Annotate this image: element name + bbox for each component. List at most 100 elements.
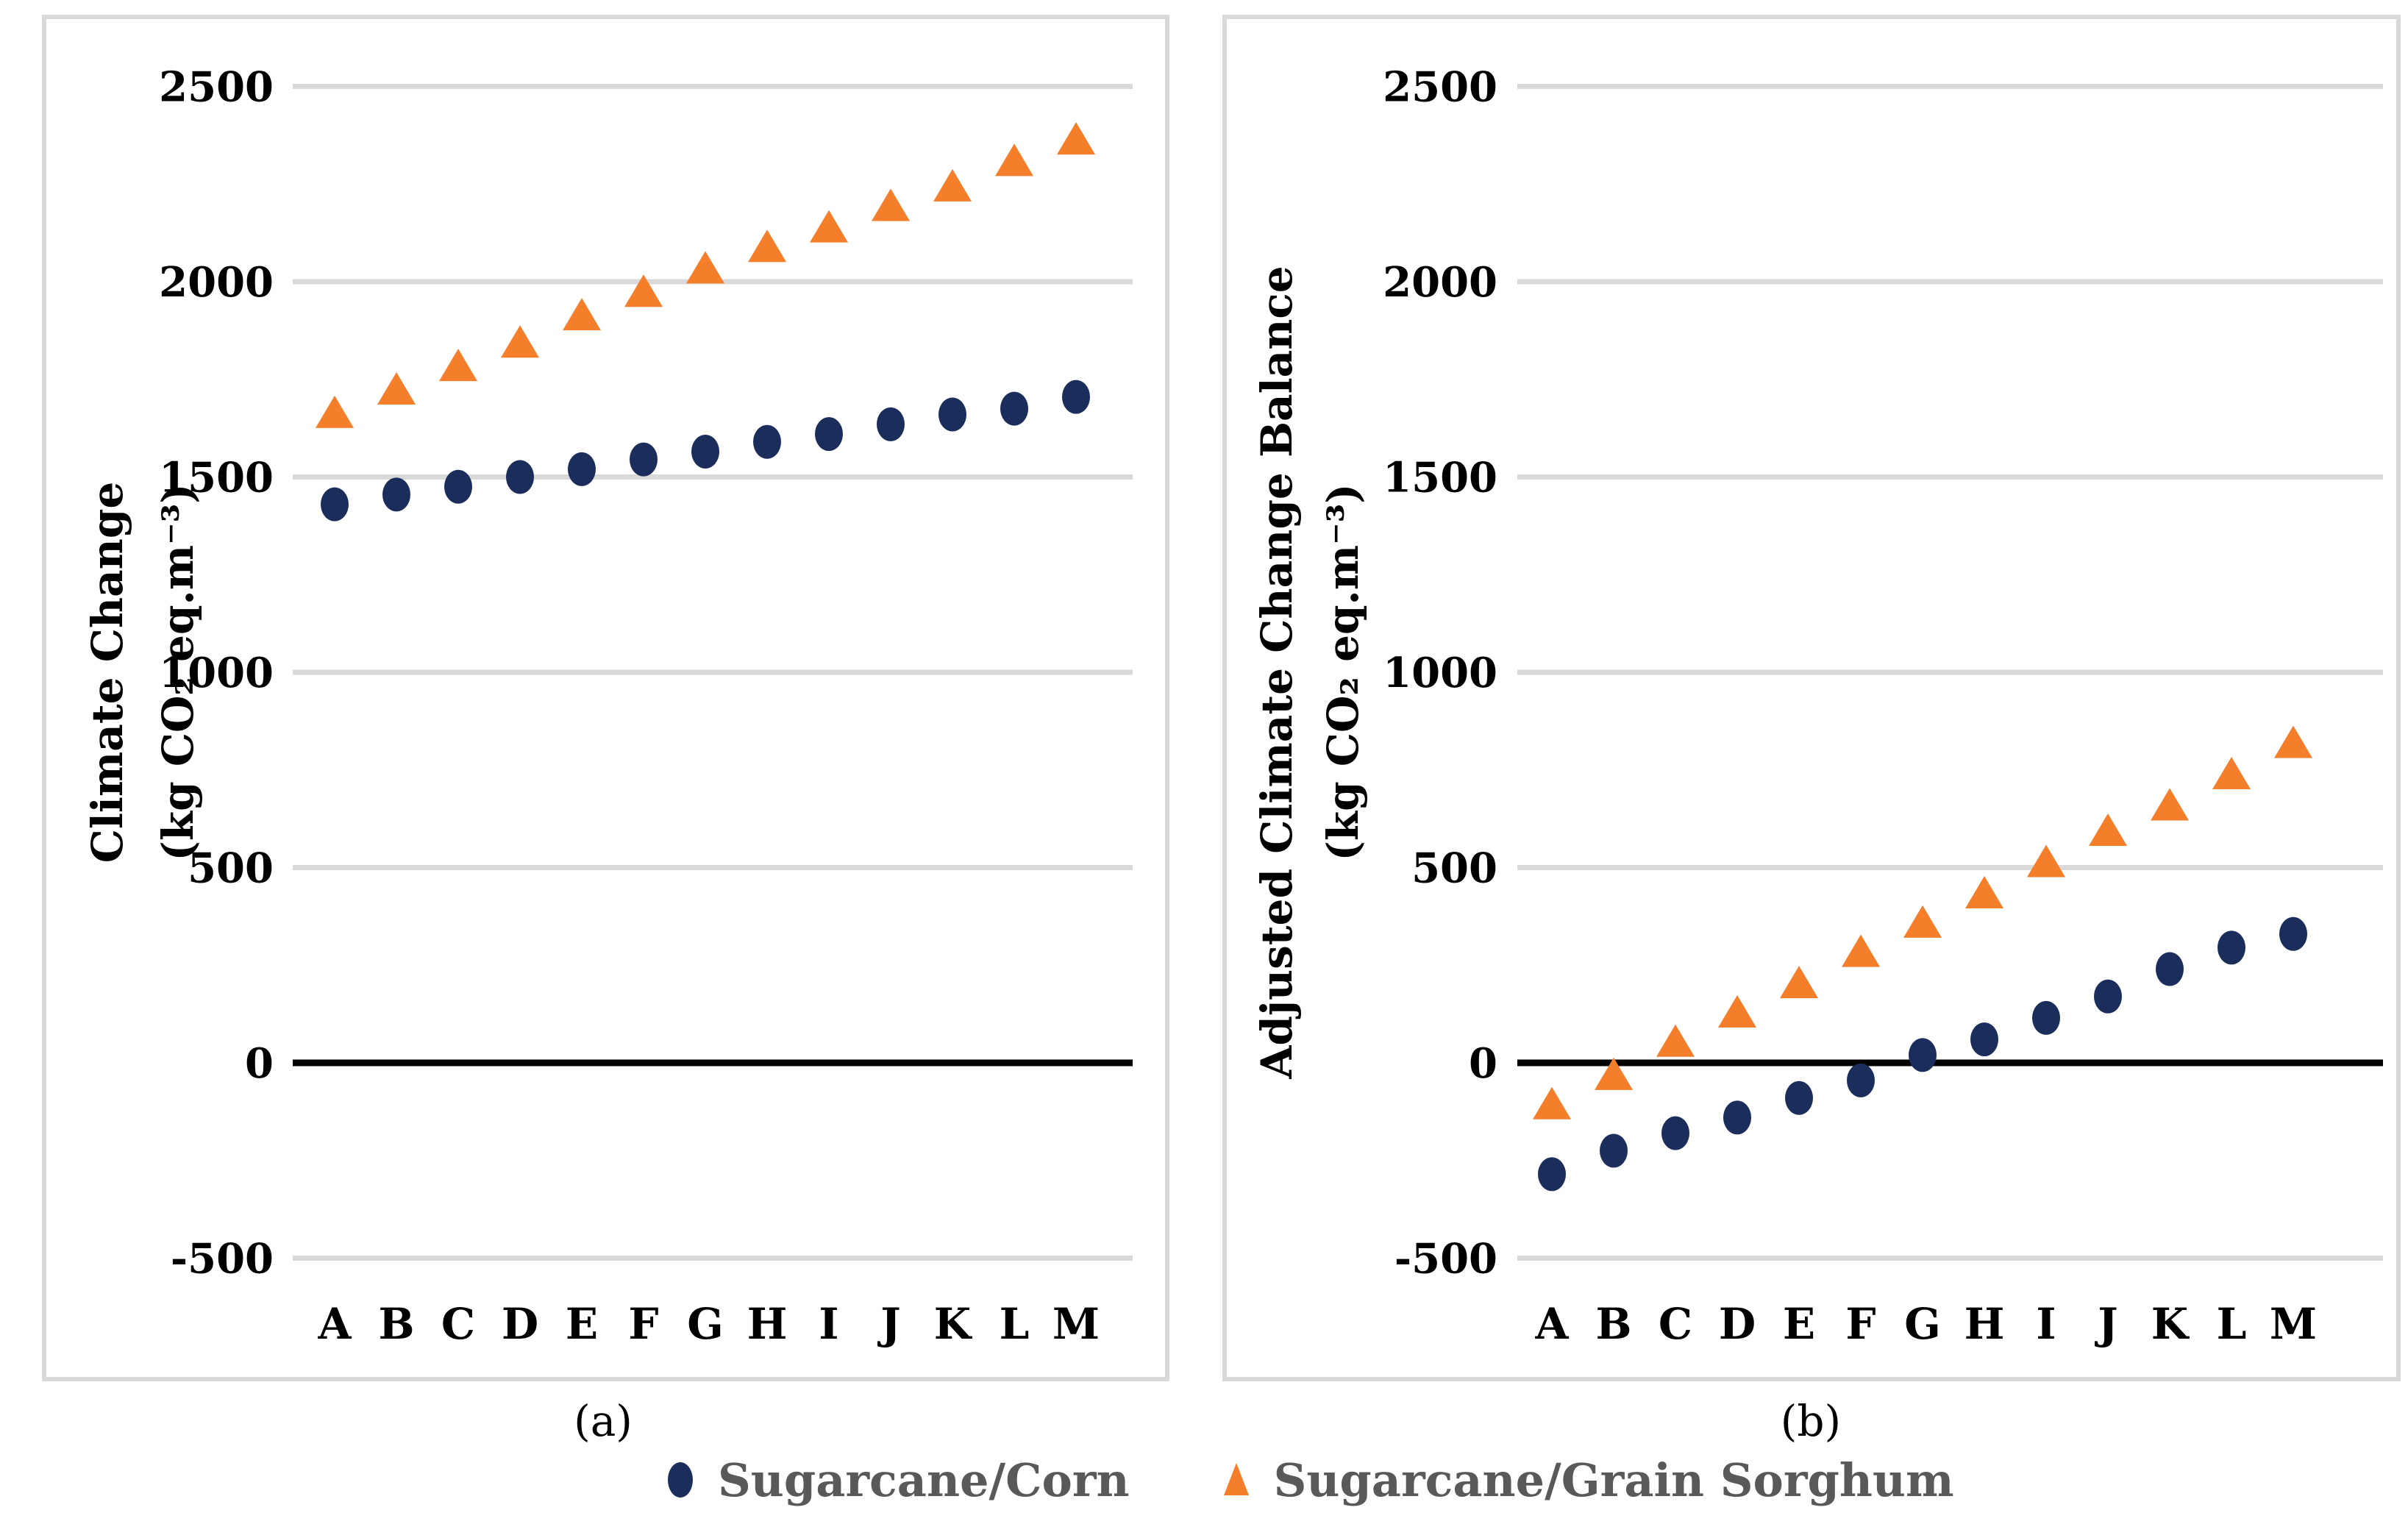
data-point-sugarcane-grain-sorghum-F [1842,934,1880,967]
panel-a-caption: (a) [574,1396,633,1446]
y-tick-label-2500: 2500 [159,63,274,112]
x-category-label-M: M [2270,1299,2317,1349]
data-point-sugarcane-corn-C [1661,1116,1689,1150]
data-point-sugarcane-corn-B [1600,1133,1628,1168]
data-point-sugarcane-grain-sorghum-K [933,168,972,202]
y-tick-label-0: 0 [1469,1039,1497,1088]
data-point-sugarcane-corn-E [1785,1080,1813,1115]
x-category-label-I: I [2036,1299,2056,1349]
data-point-sugarcane-corn-B [382,477,410,512]
y-axis-title-line1: Adjusted Climate Change Balance [1252,266,1302,1079]
x-category-label-L: L [1000,1299,1030,1349]
data-point-sugarcane-grain-sorghum-D [1718,994,1756,1028]
x-category-label-C: C [1659,1299,1692,1349]
data-point-sugarcane-corn-K [938,397,966,432]
y-axis-title-line2: (kg CO₂ eq.m⁻³) [1318,483,1368,861]
data-point-sugarcane-grain-sorghum-E [563,298,601,331]
data-point-sugarcane-grain-sorghum-F [624,274,663,307]
y-tick-label--500: -500 [1394,1235,1497,1284]
x-category-label-L: L [2217,1299,2247,1349]
panel-b-caption: (b) [1780,1396,1842,1446]
data-point-sugarcane-corn-J [2094,979,2122,1014]
data-point-sugarcane-grain-sorghum-K [2151,788,2189,821]
data-point-sugarcane-corn-I [2032,1000,2060,1035]
x-category-label-A: A [317,1299,352,1349]
data-point-sugarcane-corn-I [815,417,843,452]
y-tick-label-0: 0 [245,1039,274,1088]
data-point-sugarcane-corn-D [1723,1100,1751,1135]
data-point-sugarcane-grain-sorghum-H [1965,876,2003,909]
x-category-label-B: B [1595,1299,1631,1349]
data-point-sugarcane-grain-sorghum-A [1533,1086,1571,1119]
x-category-label-A: A [1534,1299,1569,1349]
legend-item-sugarcane-grain-sorghum: Sugarcane/Grain Sorghum [1211,1450,1954,1509]
x-category-label-E: E [1783,1299,1815,1349]
data-point-sugarcane-grain-sorghum-B [1595,1057,1633,1090]
y-tick-label-2000: 2000 [159,258,274,307]
x-category-label-M: M [1052,1299,1100,1349]
data-point-sugarcane-grain-sorghum-L [995,143,1033,177]
data-point-sugarcane-corn-H [753,424,781,459]
data-point-sugarcane-grain-sorghum-H [748,229,786,263]
data-point-sugarcane-corn-A [321,487,349,521]
data-point-sugarcane-corn-J [877,407,905,441]
scatter-plot-a: 2500 2000 1500 1000 500 0 -500 A B C D E F G H I J K L M Cli… [82,63,1133,1349]
x-category-label-B: B [378,1299,414,1349]
triangle-icon [1223,1463,1249,1495]
data-point-sugarcane-corn-H [1970,1022,1998,1057]
x-category-label-H: H [747,1299,788,1349]
y-tick-label-2000: 2000 [1383,258,1497,307]
data-point-sugarcane-corn-K [2156,952,2184,986]
data-point-sugarcane-grain-sorghum-G [686,251,724,284]
x-category-label-D: D [1719,1299,1756,1349]
x-category-label-J: J [2094,1299,2117,1349]
legend-label-sugarcane-corn: Sugarcane/Corn [718,1453,1130,1507]
data-point-sugarcane-grain-sorghum-E [1780,966,1818,999]
x-category-label-H: H [1964,1299,2005,1349]
data-point-sugarcane-corn-F [630,442,658,477]
data-point-sugarcane-grain-sorghum-J [872,188,910,221]
x-category-label-J: J [877,1299,900,1349]
data-point-sugarcane-corn-F [1847,1063,1875,1097]
y-tick-label-1500: 1500 [1383,454,1497,502]
x-category-label-K: K [2151,1299,2190,1349]
x-category-label-E: E [566,1299,598,1349]
data-point-sugarcane-corn-G [1909,1038,1937,1072]
legend-item-sugarcane-corn: Sugarcane/Corn [655,1450,1130,1509]
y-axis-title-line1: Climate Change [82,482,132,864]
x-category-label-D: D [502,1299,538,1349]
data-point-sugarcane-grain-sorghum-M [1057,122,1095,155]
data-point-sugarcane-grain-sorghum-J [2089,813,2127,847]
y-tick-label-500: 500 [188,844,274,893]
circle-icon [668,1462,693,1498]
data-point-sugarcane-grain-sorghum-M [2274,725,2312,758]
scatter-plot-b: 2500 2000 1500 1000 500 0 -500 A B C D E F G H I J K L M Adj… [1252,63,2383,1349]
y-tick-label-500: 500 [1411,844,1497,893]
chart-panel-b: 2500 2000 1500 1000 500 0 -500 A B C D E F G H I J K L M Adj… [1222,15,2401,1381]
x-category-label-I: I [819,1299,838,1349]
y-axis-title-line2: (kg CO₂ eq.m⁻³) [153,483,203,861]
y-tick-label-1000: 1000 [159,649,274,697]
x-category-label-G: G [687,1299,724,1349]
data-point-sugarcane-grain-sorghum-I [810,210,848,243]
data-point-sugarcane-grain-sorghum-D [501,325,539,358]
data-point-sugarcane-corn-G [691,434,719,469]
data-point-sugarcane-corn-D [506,460,534,494]
x-category-label-C: C [441,1299,475,1349]
data-point-sugarcane-corn-L [2218,930,2245,965]
data-point-sugarcane-corn-E [568,452,596,486]
data-point-sugarcane-corn-M [2279,916,2307,951]
data-point-sugarcane-corn-A [1538,1157,1566,1192]
data-point-sugarcane-corn-C [444,469,472,504]
chart-panel-a: 2500 2000 1500 1000 500 0 -500 A B C D E F G H I J K L M Cli… [42,15,1169,1381]
y-tick-label--500: -500 [171,1235,274,1284]
data-point-sugarcane-grain-sorghum-C [439,349,477,382]
y-tick-label-1500: 1500 [159,454,274,502]
y-tick-label-2500: 2500 [1383,63,1497,112]
x-category-label-K: K [934,1299,973,1349]
x-category-label-G: G [1904,1299,1941,1349]
x-category-label-F: F [628,1299,658,1349]
legend: Sugarcane/Corn Sugarcane/Grain Sorghum [655,1450,1954,1509]
data-point-sugarcane-grain-sorghum-A [316,395,354,428]
